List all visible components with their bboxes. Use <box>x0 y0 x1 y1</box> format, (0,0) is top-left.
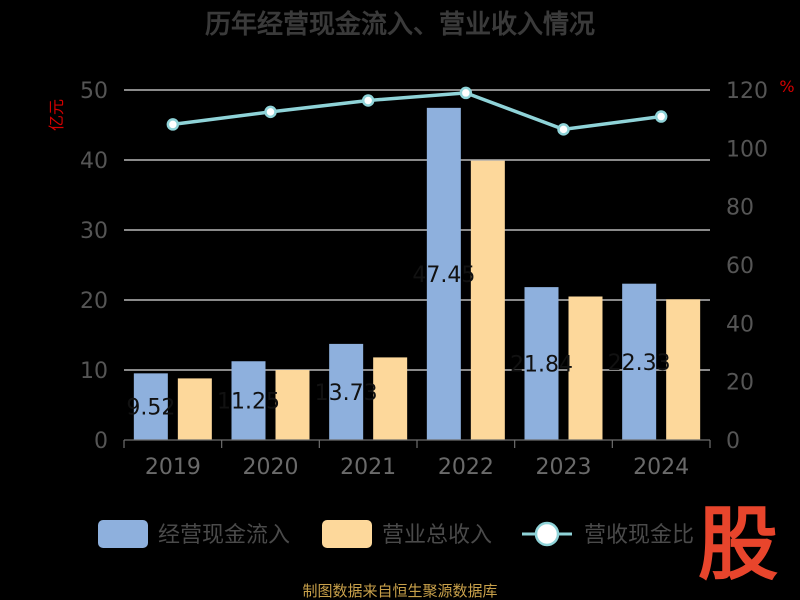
bar-data-label: 9.52 <box>126 396 175 421</box>
legend-item-ratio: 营收现金比 <box>522 521 694 548</box>
source-note: 制图数据来自恒生聚源数据库 <box>302 582 497 600</box>
y-right-tick-label: 120 <box>726 79 768 104</box>
legend-item-cash-inflow: 经营现金流入 <box>98 520 290 548</box>
bar-cash-inflow <box>329 343 364 440</box>
ratio-point <box>166 118 180 131</box>
y-left-tick-label: 20 <box>80 289 108 314</box>
bar-revenue <box>666 299 701 440</box>
legend: 经营现金流入 营业总收入 营收现金比 <box>98 520 694 548</box>
bar-data-label: 11.25 <box>217 390 280 415</box>
x-tick-label: 2021 <box>340 455 396 480</box>
y-right-unit: % <box>779 77 794 96</box>
bar-cash-inflow <box>622 283 657 440</box>
ratio-point <box>557 123 570 136</box>
ratio-line-path <box>172 91 662 132</box>
data-labels: 9.52 11.25 13.73 47.45 21.84 22.33 <box>126 263 670 421</box>
bars <box>133 107 701 440</box>
y-left-unit: 亿元 <box>47 99 66 131</box>
legend-swatch <box>322 520 372 548</box>
y-left-tick-label: 10 <box>80 359 108 384</box>
ratio-point <box>459 86 473 100</box>
y-right-tick-label: 100 <box>726 137 768 162</box>
ratio-line <box>166 86 668 136</box>
y-left-tick-label: 40 <box>80 149 108 174</box>
x-tick-label: 2022 <box>438 455 494 480</box>
y-right-tick-label: 20 <box>726 371 754 396</box>
legend-label: 营业总收入 <box>382 523 492 548</box>
bar-revenue <box>177 378 212 440</box>
y-right-tick-label: 0 <box>726 429 740 454</box>
x-tick-label: 2019 <box>145 455 201 480</box>
y-left-tick-label: 30 <box>80 219 108 244</box>
ratio-point <box>654 110 668 123</box>
bar-revenue <box>568 296 603 440</box>
bar-revenue <box>470 160 505 440</box>
grid <box>124 89 710 371</box>
legend-label: 经营现金流入 <box>158 523 290 548</box>
bar-data-label: 22.33 <box>608 351 671 376</box>
legend-item-revenue: 营业总收入 <box>322 520 492 548</box>
x-tick-label: 2023 <box>536 455 592 480</box>
logo-icon: 股 <box>698 498 778 591</box>
y-left-tick-label: 0 <box>94 429 108 454</box>
y-right-tick-label: 60 <box>726 254 754 279</box>
bar-revenue <box>275 370 310 440</box>
y-right-tick-label: 80 <box>726 196 754 221</box>
x-tick-label: 2024 <box>633 455 689 480</box>
axes: 0 10 20 30 40 50 0 20 40 60 80 100 120 2019 2020 2021 20… <box>80 79 768 480</box>
bar-cash-inflow <box>524 287 559 440</box>
chart-title: 历年经营现金流入、营业收入情况 <box>205 9 595 40</box>
bar-cash-inflow <box>231 361 266 440</box>
bar-data-label: 13.73 <box>315 381 378 406</box>
bar-data-label: 21.84 <box>510 353 573 378</box>
bar-cash-inflow <box>426 107 461 440</box>
legend-marker <box>534 521 560 547</box>
legend-label: 营收现金比 <box>584 523 694 548</box>
bar-revenue <box>373 357 408 440</box>
x-tick-label: 2020 <box>243 455 299 480</box>
bar-data-label: 47.45 <box>412 263 475 288</box>
y-left-tick-label: 50 <box>80 79 108 104</box>
bar-cash-inflow <box>133 373 168 440</box>
ratio-point <box>361 94 375 107</box>
y-right-tick-label: 40 <box>726 312 754 337</box>
legend-swatch <box>98 520 148 548</box>
ratio-point <box>264 105 277 119</box>
